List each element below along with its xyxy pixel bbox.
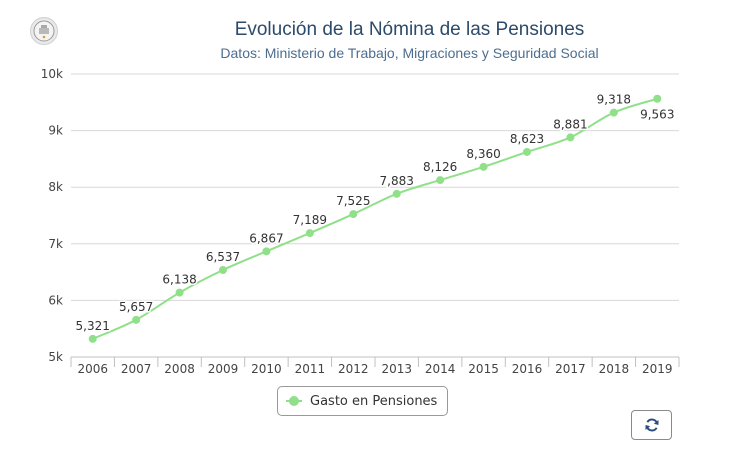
legend-label: Gasto en Pensiones bbox=[310, 393, 438, 409]
chart-title: Evolución de la Nómina de las Pensiones bbox=[234, 19, 585, 40]
data-point[interactable] bbox=[566, 133, 575, 142]
refresh-icon bbox=[645, 418, 658, 432]
data-label: 9,318 bbox=[597, 93, 631, 107]
x-tick-label: 2006 bbox=[77, 362, 108, 376]
data-point[interactable] bbox=[175, 288, 184, 297]
x-tick-label: 2019 bbox=[642, 362, 673, 376]
data-point[interactable] bbox=[349, 210, 358, 219]
y-tick-label: 6k bbox=[48, 293, 63, 307]
data-label: 9,563 bbox=[640, 108, 674, 122]
data-point[interactable] bbox=[219, 266, 227, 275]
data-label: 6,867 bbox=[249, 231, 283, 245]
data-point[interactable] bbox=[392, 189, 401, 198]
x-tick-label: 2018 bbox=[599, 362, 630, 376]
data-point[interactable] bbox=[436, 176, 445, 185]
x-tick-label: 2009 bbox=[208, 362, 239, 376]
data-label: 8,881 bbox=[553, 117, 587, 131]
data-label: 5,321 bbox=[76, 319, 110, 333]
x-tick-label: 2017 bbox=[555, 362, 586, 376]
legend-item-gasto-en-pensiones[interactable]: Gasto en Pensiones bbox=[277, 386, 449, 416]
x-tick-label: 2015 bbox=[468, 362, 499, 376]
data-point[interactable] bbox=[653, 94, 662, 103]
y-tick-label: 5k bbox=[48, 350, 63, 364]
data-point[interactable] bbox=[262, 247, 271, 256]
chart-subtitle: Datos: Ministerio de Trabajo, Migracione… bbox=[220, 45, 599, 61]
refresh-button[interactable] bbox=[631, 410, 672, 440]
data-label: 6,138 bbox=[162, 273, 196, 287]
x-tick-label: 2014 bbox=[425, 362, 456, 376]
data-label: 5,657 bbox=[119, 300, 153, 314]
x-tick-label: 2011 bbox=[295, 362, 326, 376]
y-tick-label: 9k bbox=[48, 124, 63, 138]
data-label: 8,126 bbox=[423, 160, 457, 174]
x-tick-label: 2010 bbox=[251, 362, 282, 376]
data-point[interactable] bbox=[523, 147, 531, 156]
seal-logo-icon bbox=[30, 17, 58, 45]
x-tick-label: 2013 bbox=[381, 362, 412, 376]
data-point[interactable] bbox=[609, 108, 618, 117]
data-label: 6,537 bbox=[206, 250, 240, 264]
x-tick-label: 2007 bbox=[121, 362, 152, 376]
data-label: 7,883 bbox=[380, 174, 414, 188]
data-label: 8,360 bbox=[466, 147, 500, 161]
data-label: 7,189 bbox=[293, 213, 327, 227]
x-tick-label: 2012 bbox=[338, 362, 369, 376]
x-tick-label: 2016 bbox=[512, 362, 543, 376]
data-point[interactable] bbox=[132, 315, 141, 324]
data-point[interactable] bbox=[88, 334, 97, 343]
data-point[interactable] bbox=[479, 162, 488, 171]
y-tick-label: 10k bbox=[41, 67, 63, 81]
data-label: 7,525 bbox=[336, 194, 370, 208]
data-label: 8,623 bbox=[510, 132, 544, 146]
x-tick-label: 2008 bbox=[164, 362, 195, 376]
data-point[interactable] bbox=[305, 229, 314, 238]
legend-line-marker-icon bbox=[286, 396, 302, 406]
y-tick-label: 8k bbox=[48, 180, 63, 194]
y-tick-label: 7k bbox=[48, 237, 63, 251]
